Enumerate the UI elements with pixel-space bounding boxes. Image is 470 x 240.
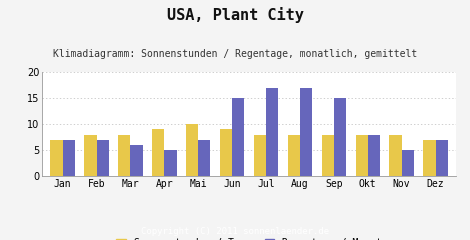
Bar [118, 135, 131, 176]
Bar [266, 88, 278, 176]
Text: USA, Plant City: USA, Plant City [166, 7, 304, 23]
Text: Klimadiagramm: Sonnenstunden / Regentage, monatlich, gemittelt: Klimadiagramm: Sonnenstunden / Regentage… [53, 49, 417, 59]
Bar [402, 150, 414, 176]
Bar [334, 98, 346, 176]
Bar [164, 150, 177, 176]
Bar [288, 135, 300, 176]
Bar [152, 129, 164, 176]
Bar [220, 129, 232, 176]
Bar [321, 135, 334, 176]
Bar [131, 145, 143, 176]
Bar [254, 135, 266, 176]
Bar [390, 135, 402, 176]
Bar [423, 140, 436, 176]
Text: Copyright (C) 2011 sonnenlaender.de: Copyright (C) 2011 sonnenlaender.de [141, 227, 329, 236]
Bar [368, 135, 380, 176]
Bar [436, 140, 448, 176]
Bar [232, 98, 244, 176]
Bar [63, 140, 75, 176]
Bar [300, 88, 312, 176]
Legend: Sonnenstunden / Tag, Regentage / Monat: Sonnenstunden / Tag, Regentage / Monat [113, 235, 385, 240]
Bar [186, 124, 198, 176]
Bar [84, 135, 96, 176]
Bar [96, 140, 109, 176]
Bar [355, 135, 368, 176]
Bar [198, 140, 211, 176]
Bar [50, 140, 63, 176]
